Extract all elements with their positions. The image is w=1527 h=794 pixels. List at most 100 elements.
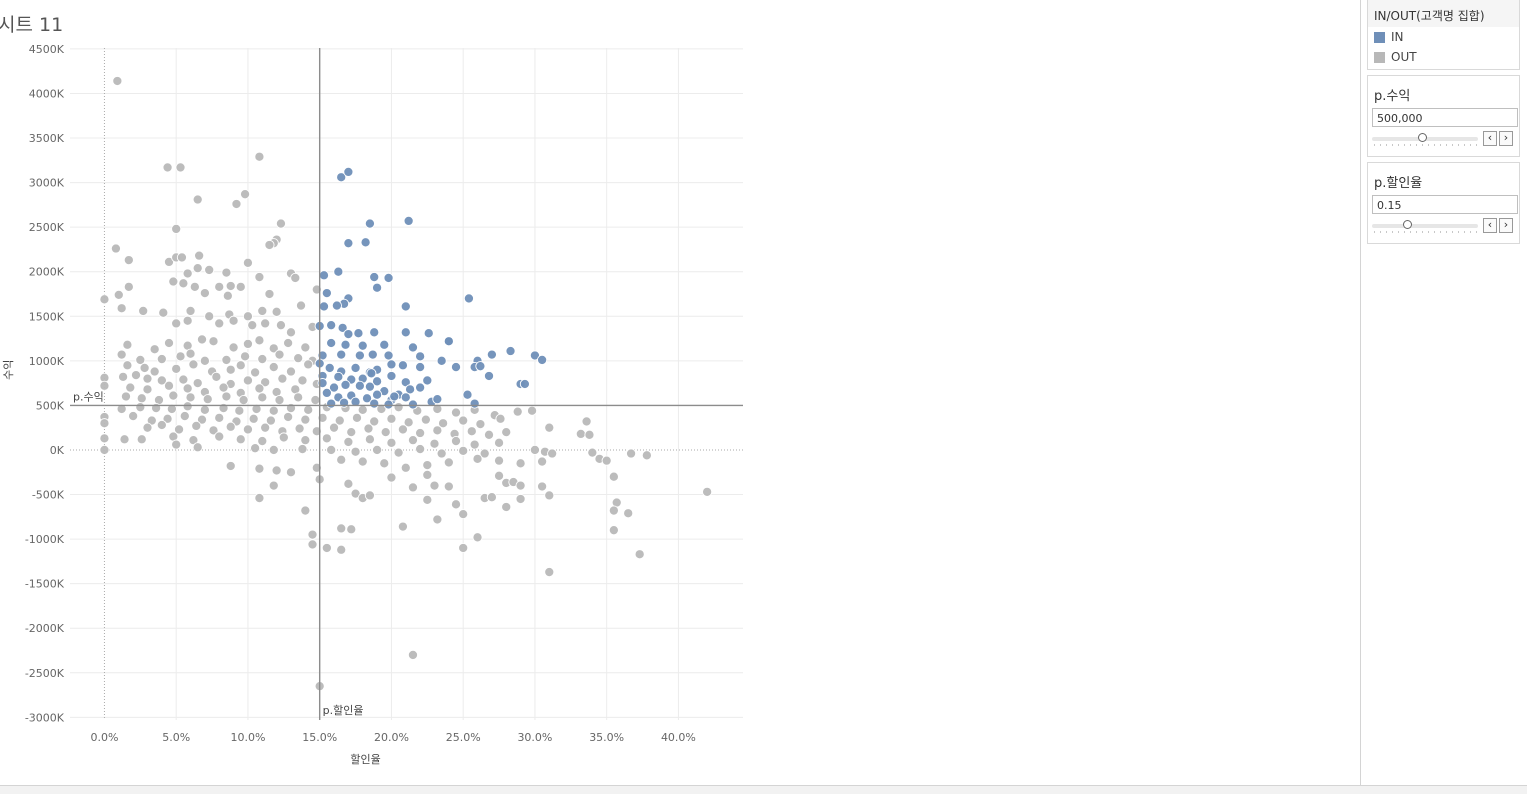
data-point-out	[458, 415, 469, 426]
data-point-out	[125, 382, 136, 393]
data-point-out	[438, 418, 449, 429]
data-point-in	[328, 382, 340, 393]
data-point-in	[505, 345, 516, 357]
data-point-out	[310, 394, 321, 406]
data-point-out	[275, 218, 286, 229]
data-point-out	[214, 431, 225, 442]
data-point-out	[225, 421, 236, 432]
data-point-out	[185, 348, 196, 359]
data-point-in	[475, 361, 486, 372]
x-axis-title: 할인율	[350, 753, 380, 766]
data-point-out	[278, 432, 289, 443]
data-point-in	[343, 166, 354, 177]
data-point-out	[415, 427, 426, 439]
data-point-out	[142, 384, 153, 395]
data-point-in	[415, 351, 426, 362]
data-point-out	[300, 414, 311, 425]
legend-label-out: OUT	[1391, 50, 1417, 64]
data-point-out	[119, 434, 130, 445]
data-point-out	[149, 344, 160, 355]
data-point-out	[110, 243, 121, 254]
data-point-out	[626, 448, 637, 459]
data-point-out	[163, 380, 175, 391]
data-point-out	[174, 424, 185, 435]
chevron-right-icon[interactable]: ›	[1499, 131, 1513, 146]
discount-slider[interactable]: ‹ ›	[1368, 218, 1519, 238]
data-point-in	[443, 336, 454, 347]
data-point-out	[166, 403, 177, 415]
data-point-out	[293, 353, 304, 364]
data-point-out	[363, 423, 374, 434]
discount-parameter-input[interactable]: 0.15	[1372, 195, 1518, 214]
data-point-out	[436, 448, 447, 459]
data-point-out	[194, 250, 205, 261]
data-point-out	[608, 471, 619, 482]
data-point-out	[242, 424, 253, 435]
slider-knob[interactable]	[1417, 133, 1427, 142]
x-tick-label: 40.0%	[661, 731, 696, 744]
data-point-out	[214, 318, 225, 329]
data-point-out	[162, 413, 173, 424]
data-point-out	[495, 413, 506, 424]
scatter-chart: 4500K 4000K 3500K 3000K 2500K 2000K 1500K 1000K…	[2, 43, 743, 766]
data-point-in	[367, 349, 378, 360]
y-axis-title: 수익	[2, 360, 15, 380]
slider-knob[interactable]	[1402, 220, 1412, 229]
data-point-out	[429, 480, 440, 491]
data-point-out	[178, 374, 189, 385]
slider-track[interactable]	[1372, 224, 1478, 228]
parameter-card-discount: p.할인율 0.15 ‹ ›	[1367, 162, 1520, 244]
data-point-out	[242, 311, 253, 322]
data-point-in	[369, 398, 380, 409]
data-point-out	[260, 377, 271, 388]
data-point-out	[178, 278, 189, 289]
data-point-out	[162, 162, 173, 173]
profit-slider[interactable]: ‹ ›	[1368, 131, 1519, 151]
data-point-in	[318, 301, 330, 312]
y-tick-label: -3000K	[25, 711, 65, 724]
data-point-out	[303, 404, 314, 415]
chevron-left-icon[interactable]: ‹	[1483, 218, 1497, 233]
data-point-out	[260, 422, 271, 433]
data-point-out	[113, 289, 124, 300]
data-point-out	[176, 252, 187, 263]
chevron-left-icon[interactable]: ‹	[1483, 131, 1497, 146]
data-point-out	[450, 499, 462, 510]
data-point-out	[326, 444, 337, 456]
data-point-out	[116, 303, 127, 314]
pane-divider[interactable]	[1360, 0, 1361, 785]
data-point-in	[326, 337, 337, 349]
profit-parameter-input[interactable]: 500,000	[1372, 108, 1518, 127]
legend-item-in[interactable]: IN	[1368, 27, 1519, 47]
sheet-title: 시트 11	[0, 14, 64, 36]
data-point-out	[587, 447, 598, 458]
data-point-in	[403, 215, 414, 226]
legend-label-in: IN	[1391, 30, 1404, 44]
data-point-in	[343, 238, 354, 249]
data-point-in	[400, 301, 411, 312]
data-point-out	[285, 366, 297, 377]
data-point-out	[386, 413, 397, 424]
y-tick-label: 500K	[36, 399, 65, 412]
data-point-out	[185, 305, 196, 316]
legend-item-out[interactable]: OUT	[1368, 47, 1519, 67]
data-point-out	[118, 371, 129, 382]
data-point-out	[122, 360, 133, 371]
data-point-in	[469, 398, 480, 409]
data-point-out	[443, 481, 454, 492]
data-point-out	[307, 529, 318, 540]
data-point-out	[346, 427, 357, 438]
data-point-out	[407, 435, 419, 446]
data-point-out	[364, 490, 375, 501]
data-point-out	[357, 404, 368, 415]
chevron-right-icon[interactable]: ›	[1499, 218, 1513, 233]
data-point-out	[515, 458, 526, 469]
data-point-out	[386, 472, 397, 483]
data-point-out	[544, 490, 555, 501]
data-point-out	[432, 425, 443, 436]
data-point-out	[247, 320, 258, 331]
slider-ticks	[1374, 231, 1478, 233]
x-tick-label: 30.0%	[517, 731, 552, 744]
data-point-in	[422, 375, 433, 386]
data-point-out	[529, 444, 540, 456]
